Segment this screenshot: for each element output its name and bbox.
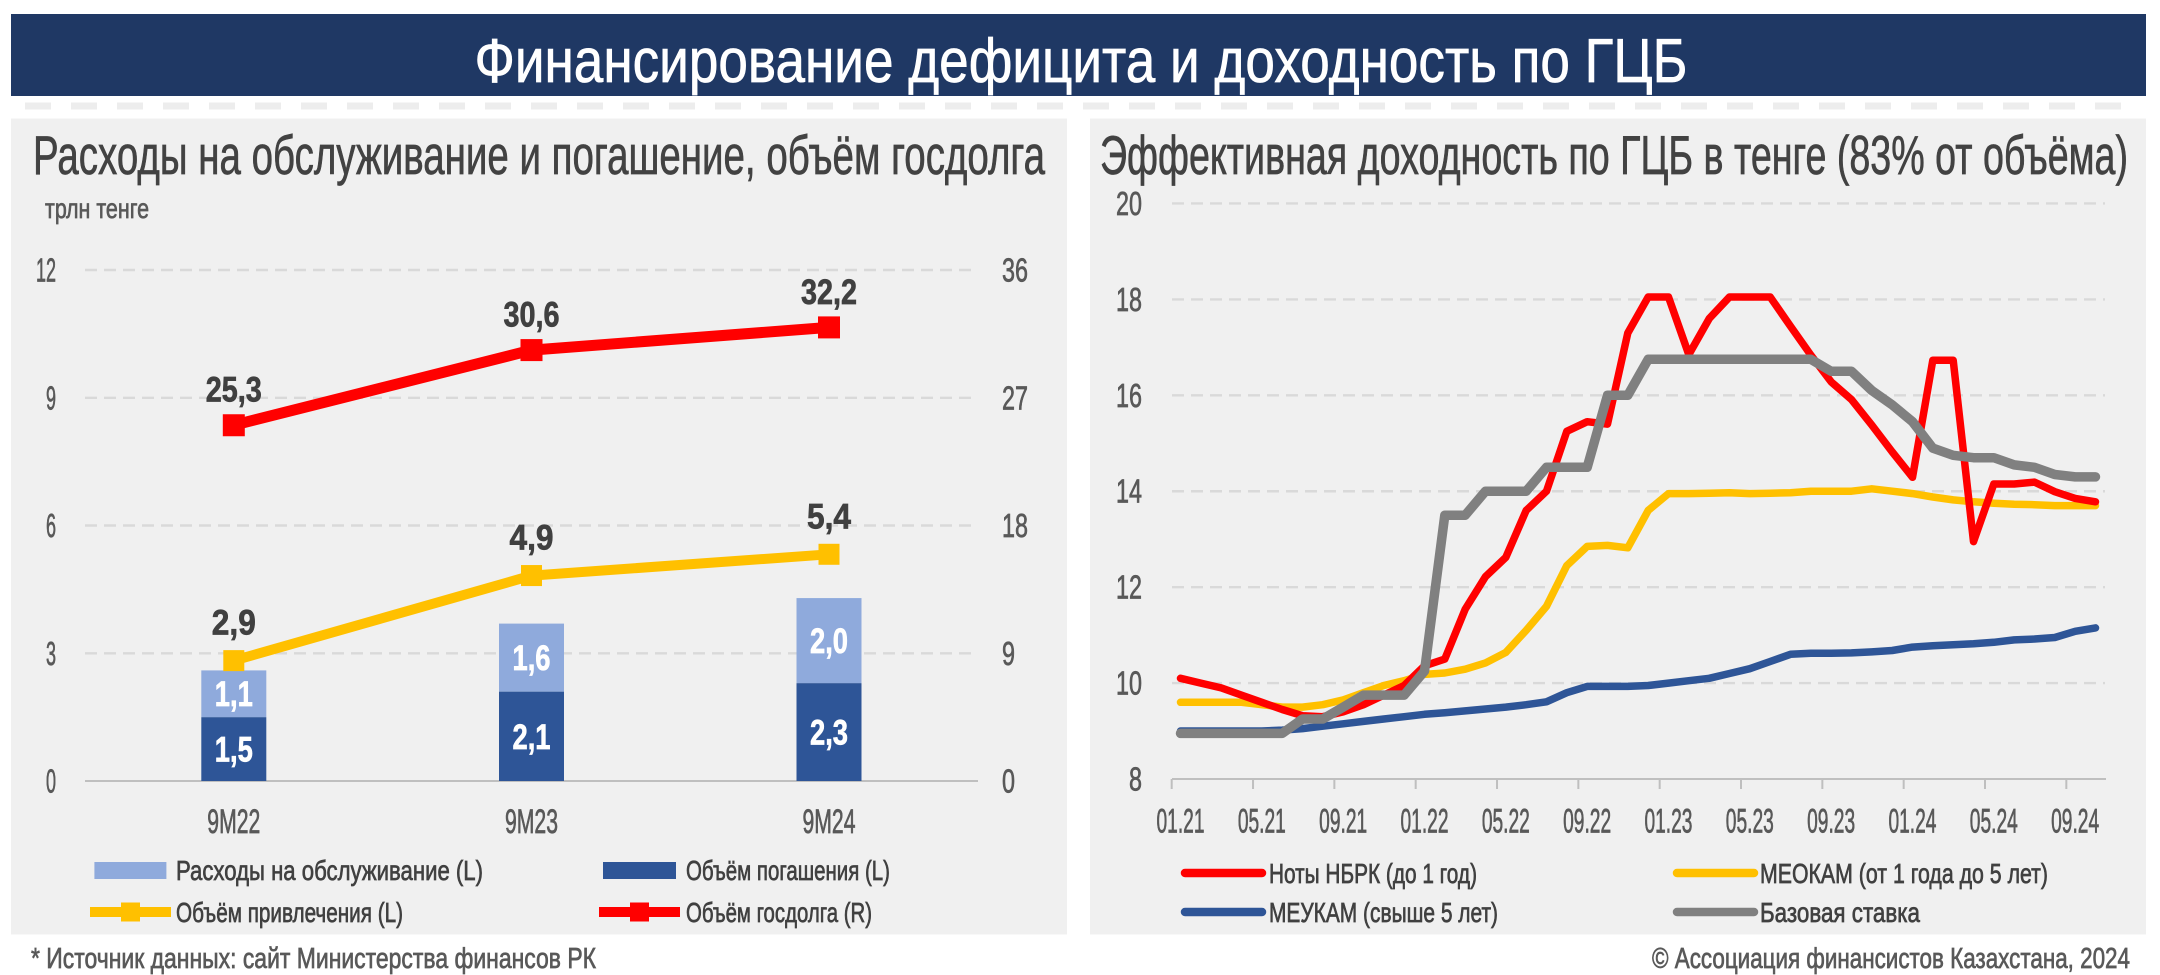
svg-text:09.23: 09.23 [1807,803,1855,841]
svg-text:* Источник данных: сайт Минист: * Источник данных: сайт Министерства фин… [31,943,596,975]
svg-text:01.22: 01.22 [1400,803,1448,841]
svg-text:Базовая ставка: Базовая ставка [1760,897,1920,928]
svg-text:36: 36 [1002,252,1028,289]
svg-text:2,0: 2,0 [810,622,848,661]
svg-text:9M22: 9M22 [207,803,260,841]
svg-text:Объём погашения (L): Объём погашения (L) [686,855,890,886]
svg-text:32,2: 32,2 [801,273,857,312]
svg-text:05.22: 05.22 [1482,803,1530,841]
svg-text:27: 27 [1002,379,1028,416]
svg-text:14: 14 [1116,473,1142,510]
svg-text:2,9: 2,9 [212,604,256,643]
svg-text:трлн тенге: трлн тенге [45,193,149,224]
svg-text:18: 18 [1116,281,1142,318]
svg-text:6: 6 [46,507,56,544]
svg-text:МЕУКАМ (свыше 5 лет): МЕУКАМ (свыше 5 лет) [1269,897,1498,928]
svg-text:05.21: 05.21 [1238,803,1286,841]
svg-text:3: 3 [46,635,56,672]
svg-text:12: 12 [36,252,56,289]
svg-text:9: 9 [1002,635,1015,672]
svg-text:5,4: 5,4 [807,497,851,536]
svg-text:09.24: 09.24 [2051,803,2099,841]
svg-text:2,3: 2,3 [810,714,848,753]
svg-text:Объём госдолга (R): Объём госдолга (R) [686,897,872,928]
svg-text:1,6: 1,6 [513,639,551,678]
svg-text:01.21: 01.21 [1157,803,1205,841]
svg-text:9M24: 9M24 [803,803,856,841]
svg-text:8: 8 [1129,761,1142,798]
svg-text:01.24: 01.24 [1888,803,1936,841]
svg-text:10: 10 [1116,665,1142,702]
svg-text:0: 0 [46,763,56,800]
svg-text:12: 12 [1116,569,1142,606]
svg-text:30,6: 30,6 [504,296,560,335]
svg-text:01.23: 01.23 [1644,803,1692,841]
svg-text:2,1: 2,1 [513,718,551,757]
svg-text:© Ассоциация финансистов Казах: © Ассоциация финансистов Казахстана, 202… [1652,943,2130,975]
svg-text:0: 0 [1002,763,1015,800]
svg-text:4,9: 4,9 [510,519,554,558]
svg-text:9: 9 [46,379,56,416]
svg-text:09.21: 09.21 [1319,803,1367,841]
svg-text:1,1: 1,1 [215,675,253,714]
svg-text:Эффективная доходность по ГЦБ: Эффективная доходность по ГЦБ в тенге (8… [1100,124,2128,186]
svg-text:20: 20 [1116,185,1142,222]
svg-text:Расходы на обслуживание и пога: Расходы на обслуживание и погашение, объ… [33,124,1045,186]
svg-text:05.23: 05.23 [1726,803,1774,841]
svg-text:Расходы на обслуживание (L): Расходы на обслуживание (L) [176,855,483,886]
svg-text:Финансирование дефицита и дохо: Финансирование дефицита и доходность по … [475,27,1688,96]
svg-text:16: 16 [1116,377,1142,414]
svg-text:05.24: 05.24 [1970,803,2018,841]
svg-text:1,5: 1,5 [215,731,253,770]
svg-text:Ноты НБРК (до 1 год): Ноты НБРК (до 1 год) [1269,858,1477,889]
svg-text:МЕОКАМ (от 1 года до 5 лет): МЕОКАМ (от 1 года до 5 лет) [1760,858,2048,889]
svg-text:18: 18 [1002,507,1028,544]
svg-text:09.22: 09.22 [1563,803,1611,841]
svg-text:Объём привлечения (L): Объём привлечения (L) [176,897,403,928]
svg-text:9M23: 9M23 [505,803,558,841]
svg-text:25,3: 25,3 [206,371,262,410]
